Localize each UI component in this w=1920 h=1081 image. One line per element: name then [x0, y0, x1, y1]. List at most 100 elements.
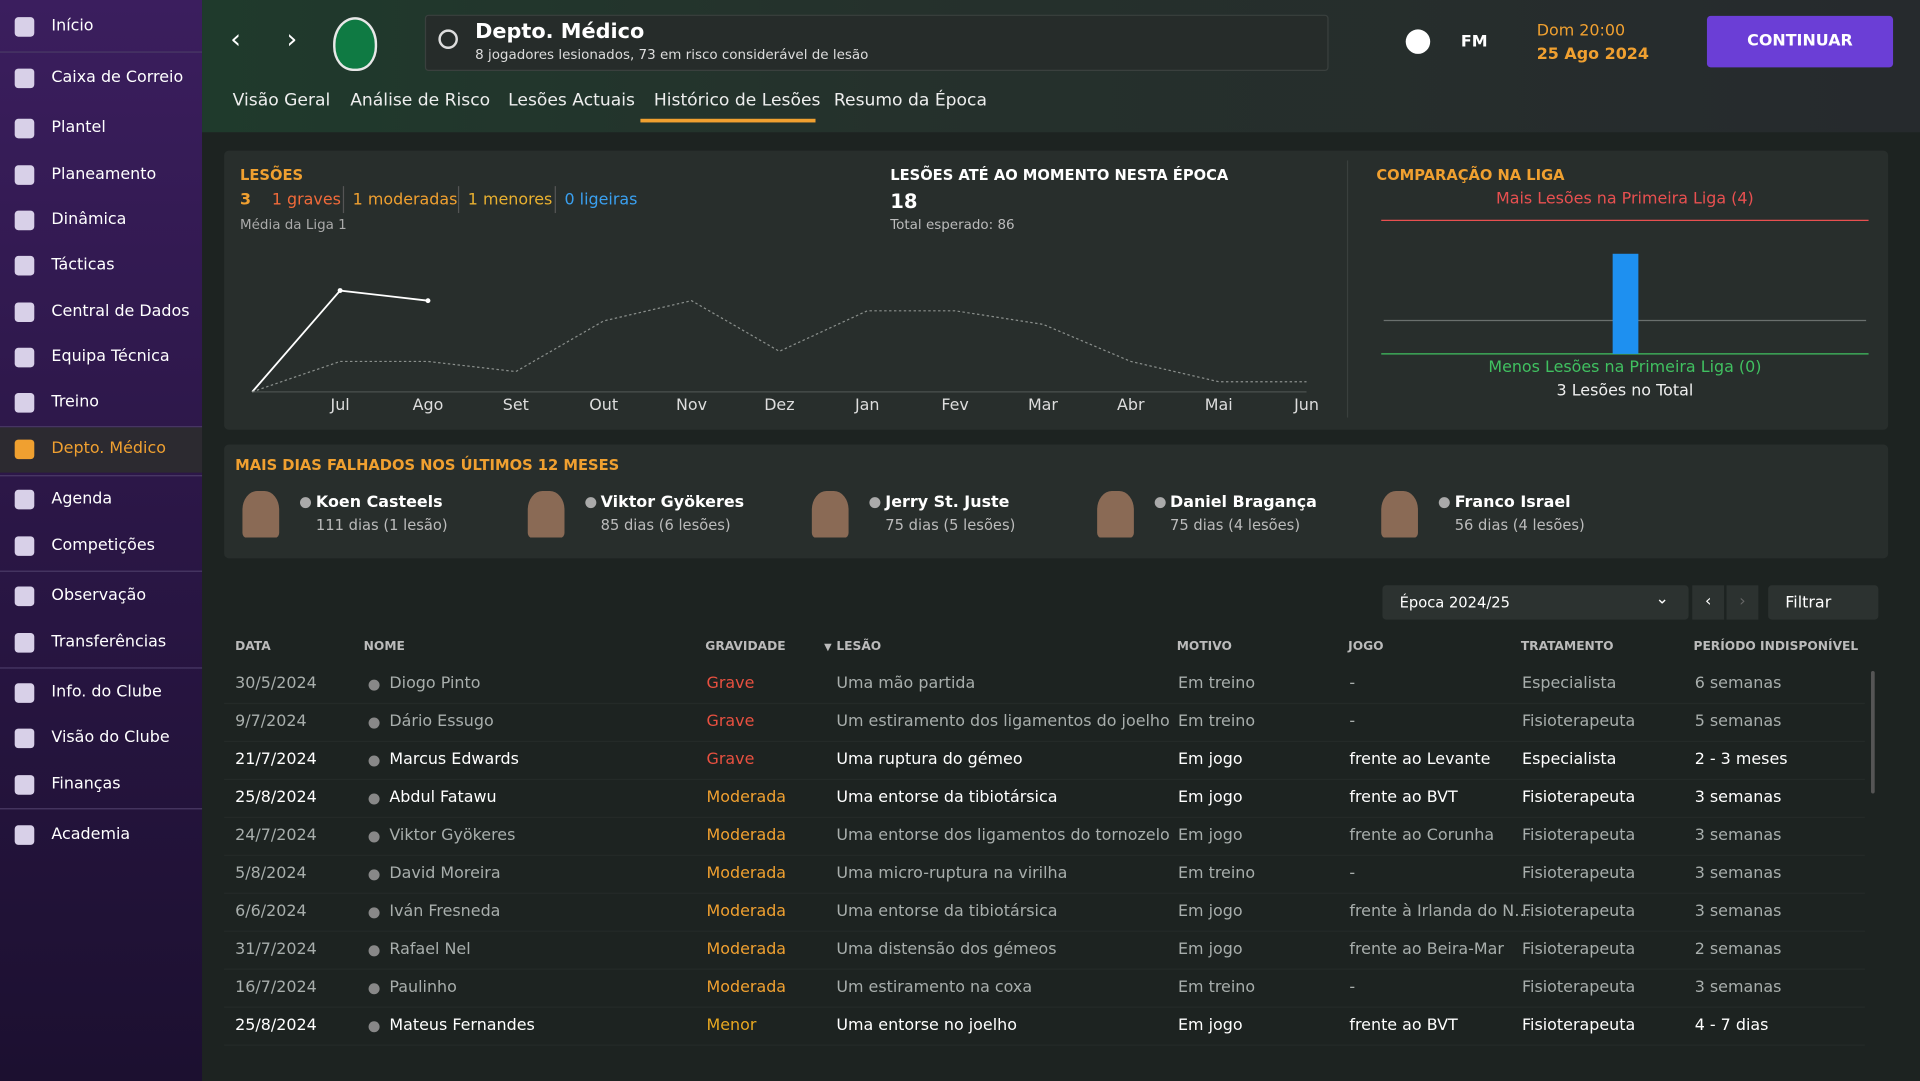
- player-detail: 75 dias (5 lesões): [885, 516, 1016, 534]
- cell[interactable]: Mateus Fernandes: [389, 1016, 535, 1035]
- row-separator: [224, 1006, 1865, 1008]
- prev-button[interactable]: ‹: [1692, 585, 1725, 620]
- nav-item[interactable]: Transferências: [51, 633, 167, 652]
- cell: -: [1349, 864, 1356, 883]
- nav-icon: [14, 17, 35, 37]
- cell: Em jogo: [1177, 750, 1243, 769]
- cell[interactable]: Rafael Nel: [389, 940, 471, 959]
- filter-button[interactable]: [1768, 585, 1879, 620]
- cell: Grave: [706, 674, 755, 694]
- nav-item[interactable]: Plantel: [51, 118, 106, 138]
- nav-item[interactable]: Central de Dados: [51, 302, 190, 321]
- cell: 2 - 3 meses: [1694, 750, 1788, 769]
- tab[interactable]: Análise de Risco: [350, 90, 491, 111]
- tab[interactable]: Visão Geral: [232, 90, 331, 111]
- x-tick-label: Abr: [1117, 395, 1145, 414]
- column-header[interactable]: GRAVIDADE: [705, 640, 786, 654]
- cell: 6/6/2024: [235, 902, 307, 921]
- player-icon: [368, 755, 380, 767]
- cell[interactable]: David Moreira: [389, 864, 501, 883]
- player-icon: [368, 793, 380, 805]
- cell: -: [1349, 978, 1356, 997]
- help-icon[interactable]: [1405, 29, 1431, 54]
- player-icon: [1438, 497, 1450, 509]
- column-header[interactable]: DATA: [235, 640, 271, 654]
- column-header[interactable]: LESÃO: [836, 640, 882, 654]
- player-name[interactable]: Viktor Gyökeres: [600, 493, 745, 512]
- player-name[interactable]: Franco Israel: [1454, 493, 1571, 512]
- cell: 4 - 7 dias: [1694, 1016, 1769, 1035]
- separator: [0, 426, 203, 428]
- breakdown: 0 ligeiras: [564, 191, 638, 210]
- back-button[interactable]: ‹: [230, 24, 241, 56]
- nav-item[interactable]: Finanças: [51, 775, 121, 794]
- cell: 21/7/2024: [235, 750, 317, 769]
- cell[interactable]: Abdul Fatawu: [389, 788, 497, 807]
- cell[interactable]: Viktor Gyökeres: [389, 826, 516, 845]
- cell[interactable]: Iván Fresneda: [389, 902, 501, 921]
- forward-button[interactable]: ›: [286, 24, 298, 56]
- cell: Em treino: [1177, 978, 1256, 997]
- cell: Fisioterapeuta: [1522, 1016, 1636, 1035]
- continue-button[interactable]: CONTINUAR: [1706, 15, 1894, 68]
- player-name[interactable]: Daniel Bragança: [1170, 493, 1317, 512]
- nav-item[interactable]: Agenda: [51, 489, 113, 509]
- nav-item[interactable]: Caixa de Correio: [51, 68, 184, 87]
- search-box[interactable]: [424, 14, 1329, 72]
- cell: Em jogo: [1177, 1016, 1243, 1035]
- cell[interactable]: Marcus Edwards: [389, 750, 519, 769]
- column-header[interactable]: NOME: [363, 640, 405, 654]
- nav-icon: [14, 683, 35, 703]
- column-header[interactable]: TRATAMENTO: [1520, 640, 1614, 654]
- player-photo: [242, 491, 280, 538]
- nav-item[interactable]: Competições: [51, 536, 155, 555]
- nav-item[interactable]: Observação: [51, 586, 147, 605]
- nav-item[interactable]: Depto. Médico: [51, 439, 166, 458]
- fm-logo[interactable]: FM: [1460, 33, 1488, 52]
- x-tick-label: Mai: [1205, 395, 1233, 414]
- player-name[interactable]: Koen Casteels: [315, 493, 443, 512]
- cell: Grave: [706, 712, 755, 732]
- cell: Em jogo: [1177, 940, 1243, 959]
- nav-item[interactable]: Info. do Clube: [51, 683, 162, 702]
- separator: [0, 667, 203, 669]
- cell: Uma entorse da tibiotársica: [836, 902, 1058, 921]
- column-header[interactable]: JOGO: [1348, 640, 1384, 654]
- cell[interactable]: Dário Essugo: [389, 712, 494, 732]
- player-photo: [527, 491, 564, 538]
- cell: Fisioterapeuta: [1522, 712, 1636, 732]
- nav-item[interactable]: Treino: [51, 393, 100, 412]
- nav-item[interactable]: Tácticas: [51, 255, 115, 275]
- tab[interactable]: Resumo da Época: [833, 90, 987, 111]
- cell: Uma mão partida: [836, 674, 976, 694]
- day-time: Dom 20:00: [1536, 22, 1626, 41]
- player-name[interactable]: Jerry St. Juste: [885, 493, 1010, 512]
- player-photo: [1381, 491, 1418, 538]
- column-header[interactable]: MOTIVO: [1176, 640, 1232, 654]
- nav-item[interactable]: Academia: [51, 825, 131, 844]
- row-separator: [224, 1044, 1865, 1046]
- player-detail: 85 dias (6 lesões): [600, 516, 731, 534]
- chevron[interactable]: ⌄: [1655, 590, 1669, 609]
- cell: 24/7/2024: [235, 826, 317, 845]
- cell: Grave: [706, 750, 755, 769]
- nav-icon: [14, 68, 35, 89]
- season-label: Época 2024/25: [1399, 593, 1511, 612]
- cell[interactable]: Diogo Pinto: [389, 674, 481, 694]
- nav-icon: [14, 489, 35, 510]
- nav-item[interactable]: Planeamento: [51, 165, 157, 184]
- nav-item[interactable]: Visão do Clube: [51, 728, 170, 747]
- nav-item[interactable]: Dinâmica: [51, 210, 127, 229]
- tab[interactable]: Histórico de Lesões: [653, 90, 821, 111]
- next-button[interactable]: ›: [1726, 585, 1759, 620]
- season-select[interactable]: [1382, 585, 1689, 620]
- cell: frente ao Corunha: [1349, 826, 1495, 845]
- column-header[interactable]: PERÍODO INDISPONÍVEL: [1693, 640, 1859, 654]
- tab[interactable]: Lesões Actuais: [508, 90, 635, 111]
- line: [252, 300, 1307, 393]
- nav-item[interactable]: Início: [51, 17, 94, 36]
- cell[interactable]: Paulinho: [389, 978, 457, 997]
- cell: Fisioterapeuta: [1522, 940, 1636, 959]
- nav-item[interactable]: Equipa Técnica: [51, 347, 170, 367]
